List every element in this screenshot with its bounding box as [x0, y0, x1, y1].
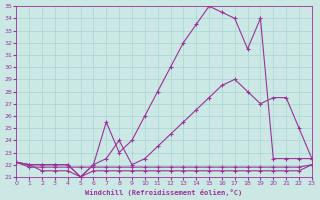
X-axis label: Windchill (Refroidissement éolien,°C): Windchill (Refroidissement éolien,°C): [85, 189, 243, 196]
